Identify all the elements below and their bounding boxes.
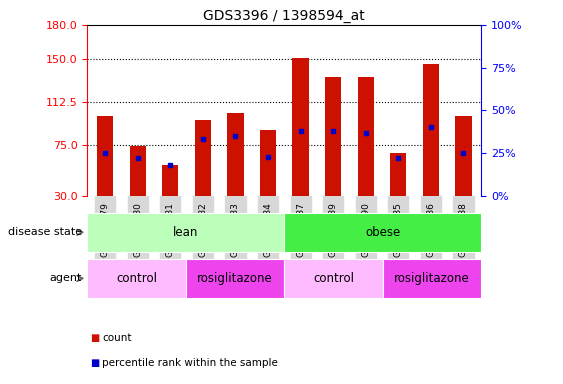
Bar <box>292 58 309 196</box>
Bar <box>455 116 472 196</box>
Text: ■: ■ <box>90 333 99 343</box>
Bar <box>423 64 439 196</box>
Bar <box>97 116 113 196</box>
Bar <box>383 259 481 298</box>
Bar <box>129 146 146 196</box>
Text: control: control <box>116 272 157 285</box>
Bar <box>325 77 341 196</box>
Bar <box>162 165 178 196</box>
Title: GDS3396 / 1398594_at: GDS3396 / 1398594_at <box>203 8 365 23</box>
Text: ■: ■ <box>90 358 99 368</box>
Bar <box>227 113 244 196</box>
Bar <box>186 259 284 298</box>
Text: obese: obese <box>365 226 400 239</box>
Text: disease state: disease state <box>7 227 82 237</box>
Bar <box>390 152 406 196</box>
Text: agent: agent <box>49 273 82 283</box>
Bar <box>284 259 383 298</box>
Text: percentile rank within the sample: percentile rank within the sample <box>102 358 278 368</box>
Bar <box>87 213 284 252</box>
Bar <box>260 130 276 196</box>
Text: rosiglitazone: rosiglitazone <box>197 272 273 285</box>
Bar <box>358 77 374 196</box>
Text: rosiglitazone: rosiglitazone <box>394 272 470 285</box>
Bar <box>87 259 186 298</box>
Text: count: count <box>102 333 132 343</box>
Text: lean: lean <box>173 226 199 239</box>
Bar <box>195 119 211 196</box>
Bar <box>284 213 481 252</box>
Text: control: control <box>313 272 354 285</box>
